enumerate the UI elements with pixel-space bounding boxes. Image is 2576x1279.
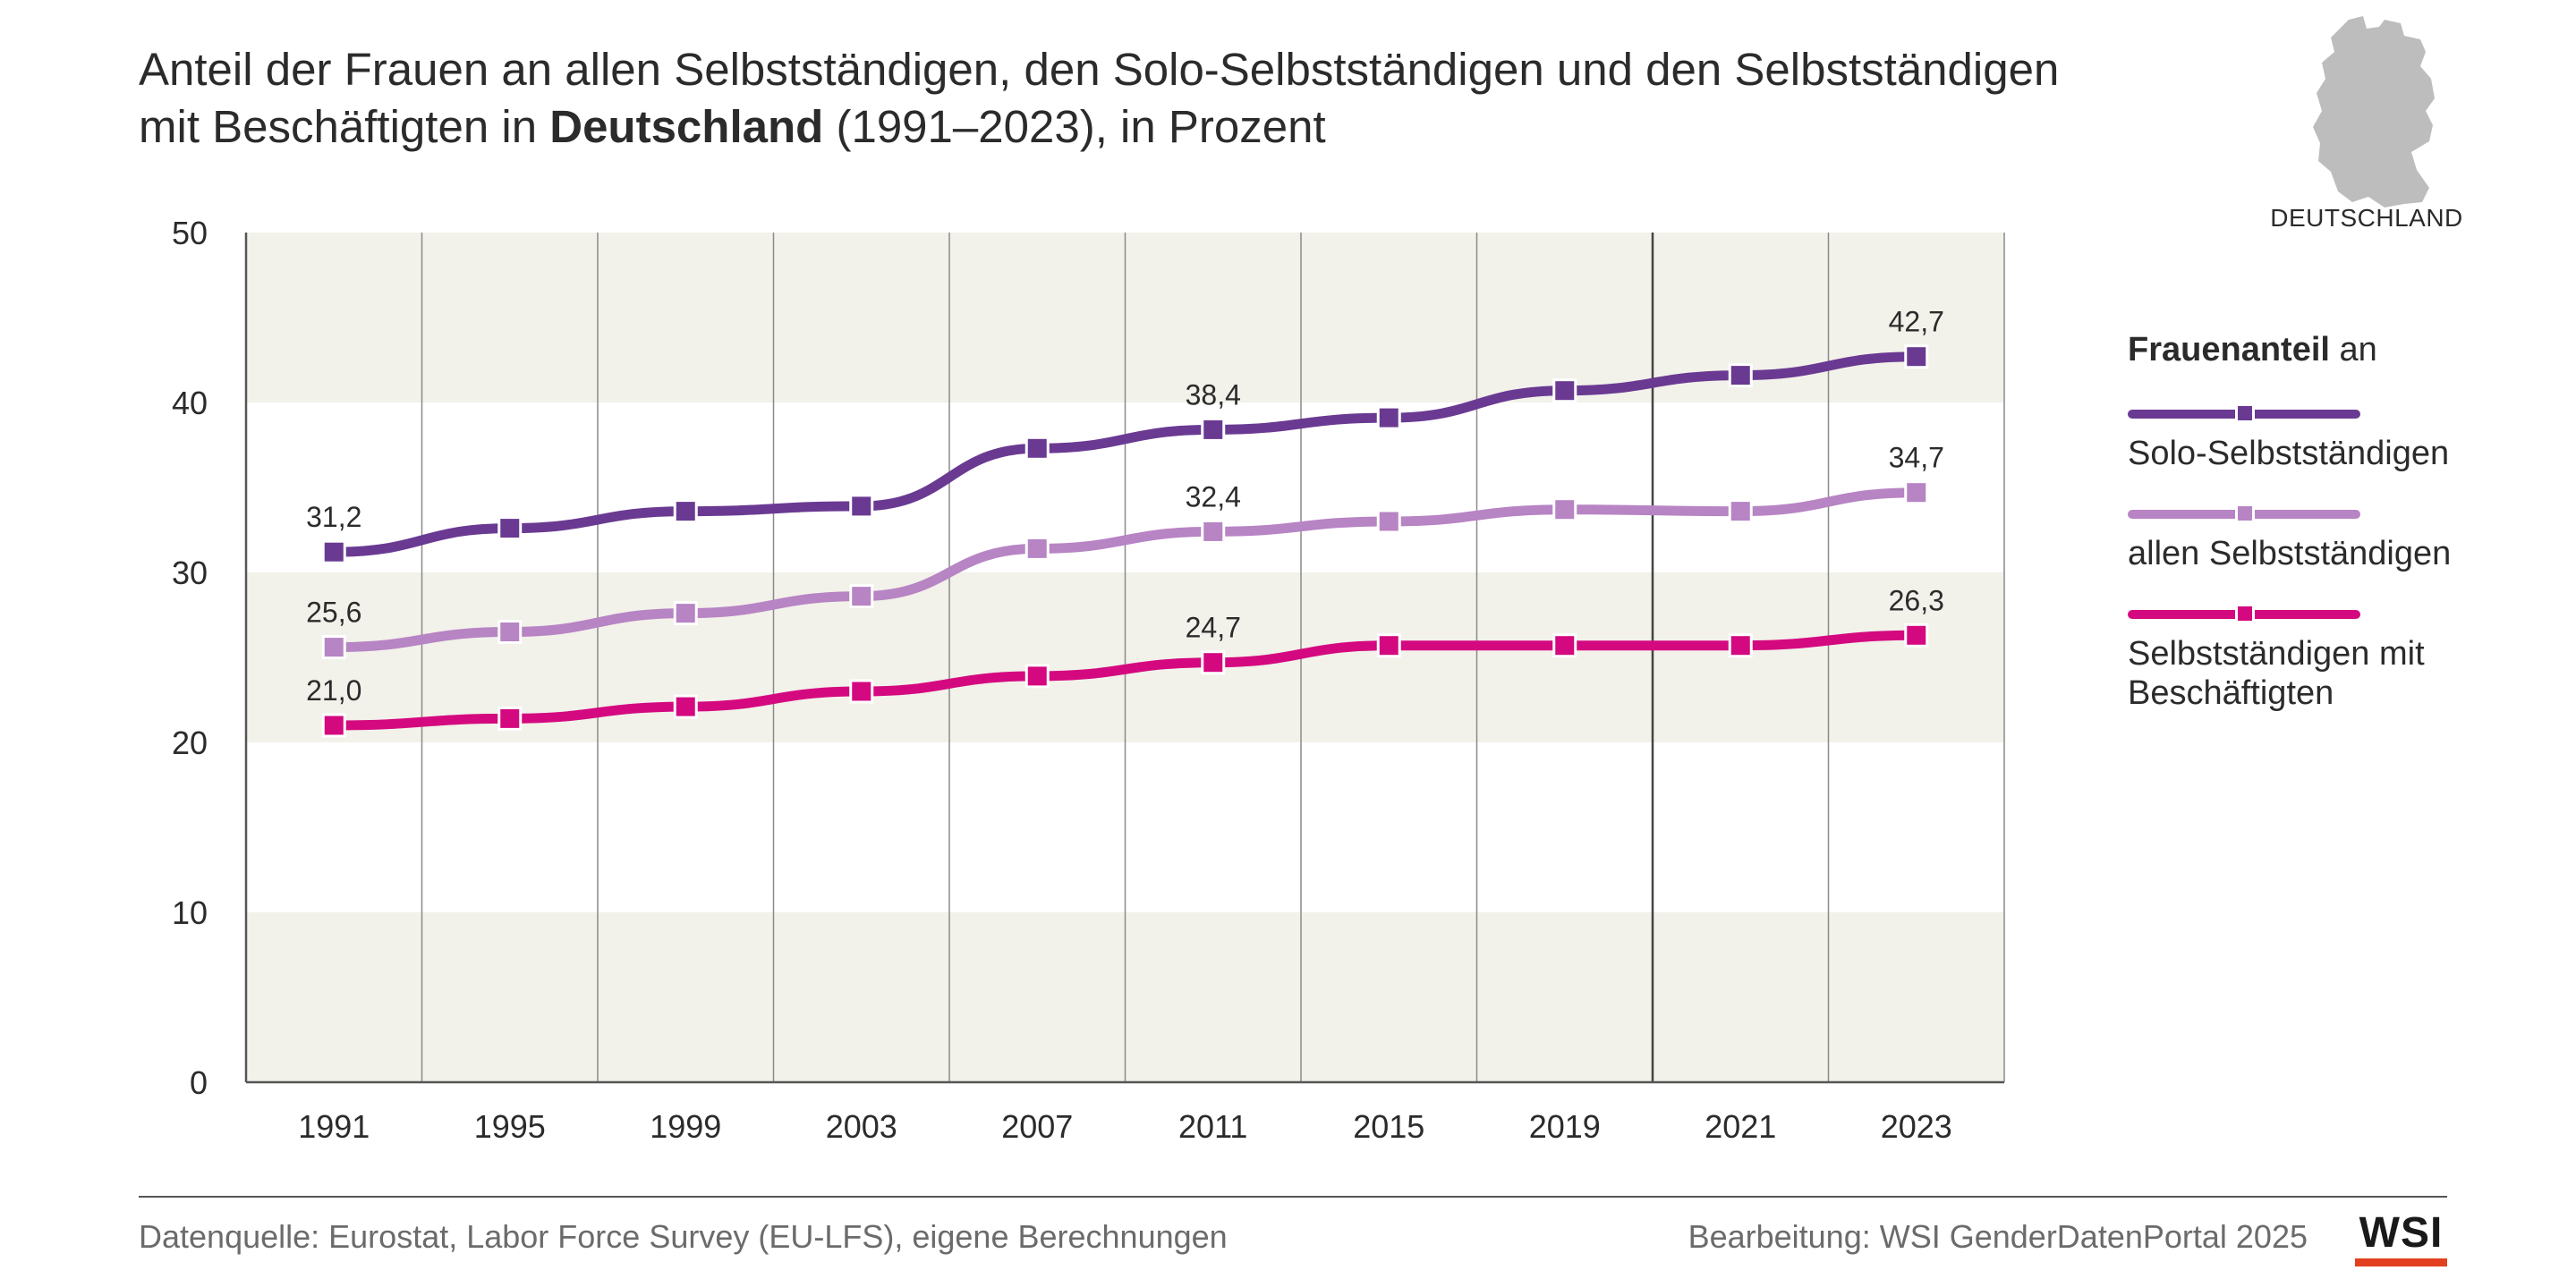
series-marker-1 — [1024, 536, 1050, 561]
series-marker-1 — [1552, 497, 1577, 522]
data-label: 32,4 — [1186, 480, 1241, 512]
series-marker-2 — [673, 694, 698, 719]
legend-heading: Frauenanteil an — [2128, 331, 2557, 369]
y-tick-label: 0 — [190, 1064, 208, 1101]
legend-label-allen: allen Selbstständigen — [2128, 535, 2452, 572]
series-marker-0 — [321, 539, 346, 564]
x-tick-label: 1991 — [298, 1108, 370, 1145]
series-marker-1 — [497, 620, 523, 644]
legend-label-solo: Solo-Selbstständigen — [2128, 435, 2450, 472]
legend-item-allen: allen Selbstständigen — [2128, 504, 2557, 573]
x-tick-label: 2019 — [1529, 1108, 1601, 1145]
series-marker-0 — [1552, 378, 1577, 403]
series-marker-1 — [673, 601, 698, 626]
legend-heading-rest: an — [2329, 331, 2377, 368]
legend-swatch-allen — [2128, 504, 2360, 523]
series-marker-2 — [497, 706, 523, 731]
data-label: 34,7 — [1889, 442, 1944, 474]
series-marker-1 — [1376, 509, 1401, 534]
series-marker-1 — [1728, 499, 1753, 524]
series-marker-0 — [1728, 363, 1753, 388]
germany-map-icon — [2286, 13, 2465, 236]
series-marker-0 — [1024, 436, 1050, 461]
series-marker-2 — [1024, 664, 1050, 689]
series-line-0 — [328, 352, 1922, 557]
chart-title-line2: mit Beschäftigten in Deutschland (1991–2… — [139, 98, 2107, 156]
series-marker-1 — [849, 584, 874, 609]
legend-heading-bold: Frauenanteil — [2128, 331, 2330, 368]
legend-item-beschaeftigten: Selbstständigen mit Beschäftigten — [2128, 604, 2557, 713]
y-tick-label: 20 — [172, 724, 208, 761]
x-tick-label: 2023 — [1881, 1108, 1952, 1145]
title-line2-post: (1991–2023), in Prozent — [823, 101, 1326, 152]
data-source: Datenquelle: Eurostat, Labor Force Surve… — [139, 1218, 1228, 1255]
series-marker-2 — [1552, 633, 1577, 658]
series-marker-2 — [1201, 650, 1226, 675]
data-label: 42,7 — [1889, 306, 1944, 338]
x-tick-label: 2011 — [1178, 1108, 1247, 1145]
map-label: DEUTSCHLAND — [2270, 204, 2463, 232]
data-label: 21,0 — [306, 674, 361, 707]
credit-text: Bearbeitung: WSI GenderDatenPortal 2025 — [1688, 1218, 2308, 1255]
legend-label-beschaeftigten: Selbstständigen mit Beschäftigten — [2128, 635, 2425, 712]
title-line2-bold: Deutschland — [549, 101, 824, 152]
x-tick-label: 2003 — [826, 1108, 897, 1145]
data-label: 26,3 — [1889, 584, 1944, 616]
plot-gridlines — [244, 233, 2005, 1084]
legend-swatch-beschaeftigten — [2128, 604, 2360, 623]
y-tick-label: 40 — [172, 385, 208, 421]
y-tick-label: 30 — [172, 555, 208, 591]
series-marker-0 — [497, 516, 523, 541]
series-marker-2 — [849, 679, 874, 704]
series-marker-0 — [849, 494, 874, 519]
y-axis-ticks: 0 10 20 30 40 50 — [172, 215, 208, 1101]
series-marker-2 — [1376, 633, 1401, 658]
legend-item-solo: Solo-Selbstständigen — [2128, 403, 2557, 473]
chart-title: Anteil der Frauen an allen Selbstständig… — [139, 41, 2107, 156]
x-tick-label: 1999 — [650, 1108, 721, 1145]
footer-divider — [139, 1196, 2447, 1198]
data-label: 24,7 — [1186, 612, 1241, 644]
legend-swatch-solo — [2128, 403, 2360, 423]
series-marker-1 — [1201, 519, 1226, 544]
y-tick-label: 10 — [172, 894, 208, 931]
legend: Frauenanteil an Solo-Selbstständigen all… — [2128, 331, 2557, 743]
wsi-logo-bar — [2355, 1258, 2447, 1266]
data-label: 31,2 — [306, 501, 361, 533]
series-marker-0 — [673, 499, 698, 524]
series-line-2 — [328, 630, 1922, 731]
x-tick-label: 2007 — [1001, 1108, 1073, 1145]
data-label: 38,4 — [1186, 378, 1241, 411]
series-lines — [321, 344, 1929, 738]
series-marker-0 — [1904, 344, 1929, 369]
series-marker-0 — [1376, 405, 1401, 430]
data-label: 25,6 — [306, 597, 361, 629]
series-line-1 — [328, 487, 1922, 653]
x-tick-label: 2021 — [1705, 1108, 1776, 1145]
series-marker-1 — [1904, 480, 1929, 505]
series-marker-2 — [321, 713, 346, 738]
title-line2-pre: mit Beschäftigten in — [139, 101, 550, 152]
x-tick-label: 2015 — [1353, 1108, 1424, 1145]
x-tick-label: 1995 — [474, 1108, 546, 1145]
wsi-logo-text: WSI — [2359, 1209, 2444, 1257]
series-marker-2 — [1728, 633, 1753, 658]
series-marker-1 — [321, 635, 346, 660]
wsi-logo: WSI — [2355, 1212, 2447, 1266]
data-labels: 31,2 38,4 42,7 25,6 32,4 34,7 21,0 24,7 26,3 — [306, 306, 1944, 707]
series-marker-2 — [1904, 623, 1929, 648]
series-marker-0 — [1201, 417, 1226, 442]
y-tick-label: 50 — [172, 215, 208, 251]
x-axis-ticks: 1991 1995 1999 2003 2007 2011 2015 2019 2021 2023 — [298, 1108, 1952, 1145]
chart-title-line1: Anteil der Frauen an allen Selbstständig… — [139, 44, 2060, 95]
